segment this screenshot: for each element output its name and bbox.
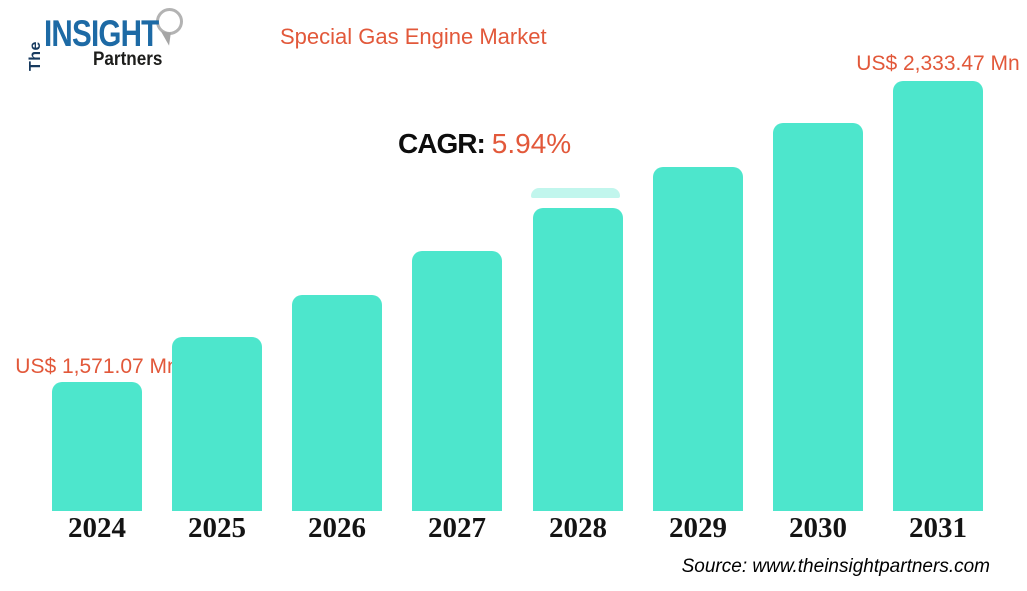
last-bar-value-label: US$ 2,333.47 Mn <box>856 52 1020 75</box>
x-axis-label: 2031 <box>909 512 967 544</box>
bar-2024 <box>52 382 142 511</box>
chart-title: Special Gas Engine Market <box>280 24 547 49</box>
cagr-annotation: CAGR: 5.94% <box>398 128 571 160</box>
logo-word-insight: INSIGHT <box>44 13 159 54</box>
x-axis-label: 2030 <box>789 512 847 544</box>
magnifier-icon <box>156 8 183 35</box>
cagr-value: 5.94% <box>491 128 572 159</box>
source-attribution: Source: www.theinsightpartners.com <box>681 556 990 577</box>
cagr-label: CAGR: <box>398 128 486 159</box>
logo-word-partners: Partners <box>93 49 163 70</box>
x-axis-label: 2025 <box>188 512 246 544</box>
bar-2029 <box>653 167 743 511</box>
bar-2027 <box>412 251 502 511</box>
bar-2028 <box>533 208 623 511</box>
x-axis-label: 2029 <box>669 512 727 544</box>
bar-render-artifact <box>531 188 620 198</box>
bar-2026 <box>292 295 382 511</box>
bar-2025 <box>172 337 262 511</box>
insight-partners-logo: The INSIGHT Partners <box>0 0 200 80</box>
x-axis-label: 2028 <box>549 512 607 544</box>
x-axis-label: 2024 <box>68 512 126 544</box>
bar-2030 <box>773 123 863 511</box>
x-axis-label: 2027 <box>428 512 486 544</box>
x-axis-label: 2026 <box>308 512 366 544</box>
bar-2031 <box>893 81 983 511</box>
first-bar-value-label: US$ 1,571.07 Mn <box>15 355 179 378</box>
